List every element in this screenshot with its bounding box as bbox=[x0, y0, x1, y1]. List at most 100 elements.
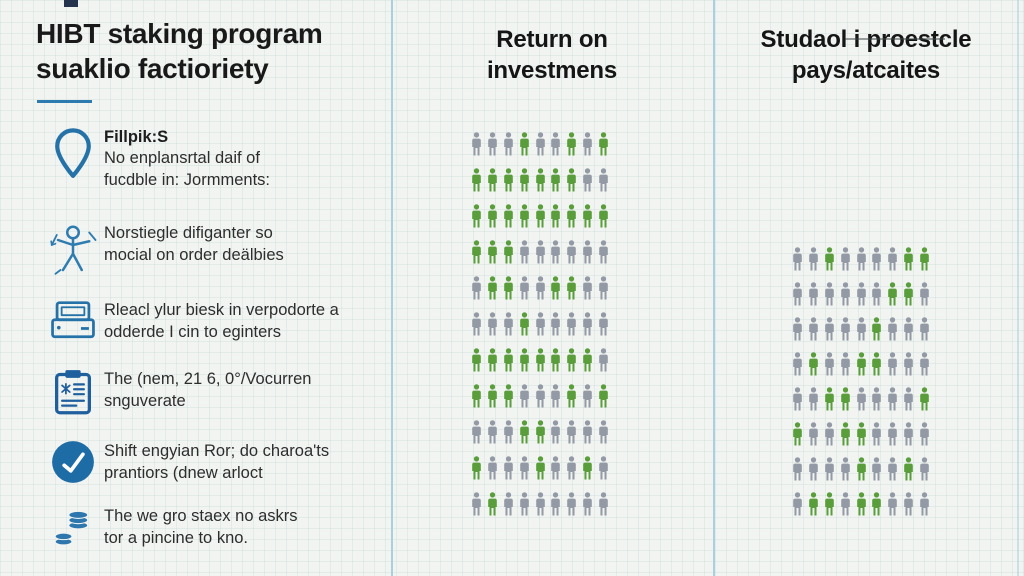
person-icon bbox=[920, 422, 929, 446]
person-icon bbox=[535, 348, 545, 372]
person-icon bbox=[551, 384, 561, 408]
person-icon bbox=[840, 387, 850, 411]
person-icon bbox=[599, 312, 608, 336]
person-icon bbox=[920, 282, 929, 306]
person-icon bbox=[809, 492, 818, 516]
feature-item-coins: The we gro staex no askrs tor a pincine … bbox=[42, 505, 298, 551]
feature-item-printer: Rleacl ylur biesk in verpodorte a odderd… bbox=[42, 299, 339, 345]
feature-line: Norstiegle difiganter so bbox=[104, 224, 273, 242]
check-circle-icon bbox=[42, 440, 104, 484]
person-icon bbox=[920, 317, 929, 341]
person-icon bbox=[503, 240, 513, 264]
person-icon bbox=[872, 492, 882, 516]
person-icon bbox=[535, 456, 545, 480]
person-icon bbox=[872, 317, 882, 341]
person-icon bbox=[535, 312, 545, 336]
person-icon bbox=[793, 317, 802, 341]
person-icon bbox=[872, 352, 882, 376]
person-icon bbox=[809, 457, 818, 481]
feature-line: mocial on order deälbies bbox=[104, 245, 284, 264]
person-icon bbox=[567, 348, 577, 372]
person-icon bbox=[472, 312, 481, 336]
feature-line: odderde I cin to eginters bbox=[104, 322, 282, 341]
person-icon bbox=[599, 240, 608, 264]
page-title-line1: HIBT staking program bbox=[36, 18, 323, 49]
person-icon bbox=[824, 282, 834, 306]
person-icon bbox=[535, 204, 545, 228]
roi-column-header: Return on investmens bbox=[402, 24, 702, 86]
person-icon bbox=[888, 422, 898, 446]
person-icon bbox=[503, 204, 513, 228]
person-icon bbox=[551, 132, 561, 156]
person-icon bbox=[519, 240, 529, 264]
person-icon bbox=[551, 456, 561, 480]
person-icon bbox=[551, 204, 561, 228]
person-icon bbox=[488, 276, 497, 300]
person-icon bbox=[809, 387, 818, 411]
person-icon bbox=[583, 312, 593, 336]
person-icon bbox=[824, 457, 834, 481]
person-icon bbox=[872, 422, 882, 446]
person-icon bbox=[888, 247, 898, 271]
person-icon bbox=[567, 276, 577, 300]
person-icon bbox=[567, 492, 577, 516]
person-icon bbox=[488, 204, 497, 228]
person-icon bbox=[551, 240, 561, 264]
person-icon bbox=[872, 282, 882, 306]
person-icon bbox=[840, 317, 850, 341]
person-icon bbox=[488, 384, 497, 408]
title-artifact-line bbox=[845, 38, 945, 40]
person-icon bbox=[856, 352, 866, 376]
person-icon bbox=[888, 282, 898, 306]
person-icon bbox=[583, 456, 593, 480]
person-icon bbox=[888, 387, 898, 411]
feature-line: Rleacl ylur biesk in verpodorte a bbox=[104, 301, 339, 319]
person-icon bbox=[519, 456, 529, 480]
person-icon bbox=[920, 492, 929, 516]
person-icon bbox=[599, 132, 608, 156]
person-icon bbox=[503, 168, 513, 192]
person-icon bbox=[809, 422, 818, 446]
person-icon bbox=[472, 492, 481, 516]
person-icon bbox=[472, 456, 481, 480]
person-icon bbox=[488, 348, 497, 372]
clipboard-icon bbox=[42, 368, 104, 416]
person-icon bbox=[583, 168, 593, 192]
person-icon bbox=[519, 420, 529, 444]
person-icon bbox=[472, 168, 481, 192]
person-icon bbox=[519, 168, 529, 192]
person-icon bbox=[472, 420, 481, 444]
person-icon bbox=[583, 420, 593, 444]
feature-item-fillpiks: Fillpik:S No enplansrtal daif of fucdble… bbox=[42, 126, 270, 191]
person-icon bbox=[488, 492, 497, 516]
person-icon bbox=[488, 420, 497, 444]
roi-header-line1: Return on bbox=[496, 26, 608, 53]
pictograph-row bbox=[792, 386, 930, 412]
person-icon bbox=[599, 348, 608, 372]
person-icon bbox=[904, 247, 914, 271]
pictograph-row bbox=[471, 167, 609, 193]
location-pin-icon bbox=[42, 126, 104, 182]
person-icon bbox=[567, 204, 577, 228]
feature-item-network: Norstiegle difiganter so mocial on order… bbox=[42, 222, 284, 278]
page-title-line2: suaklio factioriety bbox=[36, 53, 269, 84]
person-icon bbox=[503, 492, 513, 516]
person-icon bbox=[793, 282, 802, 306]
person-icon bbox=[904, 492, 914, 516]
feature-line: fucdble in: Jormments: bbox=[104, 170, 270, 189]
pictograph-row bbox=[471, 419, 609, 445]
person-icon bbox=[856, 317, 866, 341]
person-icon bbox=[872, 457, 882, 481]
top-edge-artifact bbox=[64, 0, 78, 7]
feature-line: prantiors (dnew arloct bbox=[104, 463, 263, 482]
pictograph-row bbox=[471, 239, 609, 265]
feature-item-check: Shift engyian Ror; do charoa'ts prantior… bbox=[42, 440, 329, 484]
feature-line: snguverate bbox=[104, 391, 186, 410]
pictograph-row bbox=[471, 455, 609, 481]
person-icon bbox=[856, 247, 866, 271]
person-icon bbox=[567, 132, 577, 156]
pictograph-row bbox=[792, 316, 930, 342]
person-icon bbox=[535, 132, 545, 156]
person-icon bbox=[599, 420, 608, 444]
person-icon bbox=[535, 384, 545, 408]
